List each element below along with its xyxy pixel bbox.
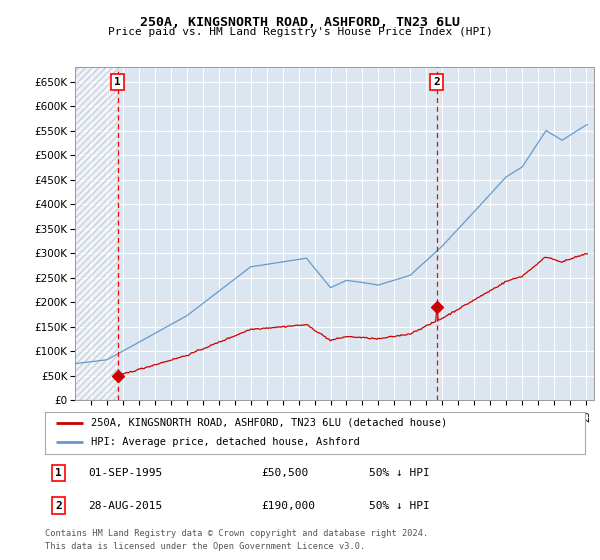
- Text: 50% ↓ HPI: 50% ↓ HPI: [369, 501, 430, 511]
- Text: Price paid vs. HM Land Registry's House Price Index (HPI): Price paid vs. HM Land Registry's House …: [107, 27, 493, 37]
- Text: 50% ↓ HPI: 50% ↓ HPI: [369, 468, 430, 478]
- Text: HPI: Average price, detached house, Ashford: HPI: Average price, detached house, Ashf…: [91, 437, 359, 447]
- Text: 250A, KINGSNORTH ROAD, ASHFORD, TN23 6LU: 250A, KINGSNORTH ROAD, ASHFORD, TN23 6LU: [140, 16, 460, 29]
- Text: £190,000: £190,000: [261, 501, 315, 511]
- Text: 2: 2: [433, 77, 440, 87]
- Text: 28-AUG-2015: 28-AUG-2015: [88, 501, 163, 511]
- Polygon shape: [75, 67, 118, 400]
- Text: This data is licensed under the Open Government Licence v3.0.: This data is licensed under the Open Gov…: [45, 542, 365, 551]
- Text: 250A, KINGSNORTH ROAD, ASHFORD, TN23 6LU (detached house): 250A, KINGSNORTH ROAD, ASHFORD, TN23 6LU…: [91, 418, 447, 428]
- Text: 2: 2: [55, 501, 62, 511]
- Text: 1: 1: [114, 77, 121, 87]
- Text: 1: 1: [55, 468, 62, 478]
- Text: £50,500: £50,500: [261, 468, 308, 478]
- Text: 01-SEP-1995: 01-SEP-1995: [88, 468, 163, 478]
- Text: Contains HM Land Registry data © Crown copyright and database right 2024.: Contains HM Land Registry data © Crown c…: [45, 529, 428, 538]
